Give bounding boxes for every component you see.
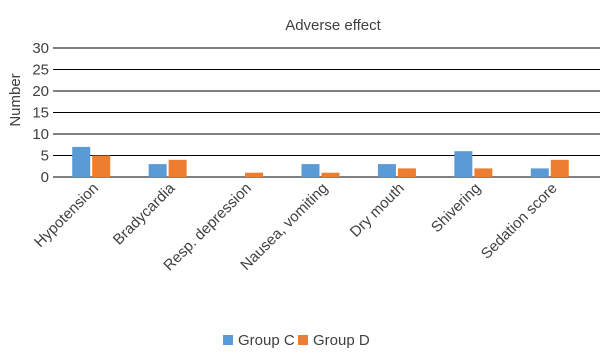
legend: Group C Group D <box>223 332 370 349</box>
bars <box>72 146 569 177</box>
bar-group-d <box>474 168 493 177</box>
y-tick-labels: 0 5 10 15 20 25 30 <box>32 40 49 186</box>
x-tick-label: Hypotension <box>31 180 102 251</box>
y-tick-label: 10 <box>32 126 49 143</box>
bar-group-c <box>377 164 396 177</box>
bar-group-c <box>530 168 549 177</box>
bar-group-d <box>321 172 340 177</box>
y-tick-label: 5 <box>41 148 49 165</box>
bar-group-d <box>92 155 111 177</box>
x-tick-label: Shivering <box>428 180 484 236</box>
y-tick-label: 30 <box>32 40 49 57</box>
bar-group-d <box>550 159 569 177</box>
x-tick-label: Sedation score <box>478 180 561 263</box>
legend-label: Group C <box>238 332 295 349</box>
x-tick-label: Bradycardia <box>110 179 179 248</box>
bar-group-c <box>301 164 320 177</box>
bar-group-c <box>454 151 473 177</box>
bar-group-d <box>397 168 416 177</box>
y-tick-label: 0 <box>41 169 49 186</box>
gridlines <box>53 47 600 178</box>
y-axis-label: Number <box>7 73 24 126</box>
bar-group-c <box>148 164 167 177</box>
y-tick-label: 25 <box>32 62 49 79</box>
legend-swatch <box>223 335 233 345</box>
bar-group-d <box>245 172 264 177</box>
chart-title: Adverse effect <box>285 17 381 34</box>
y-tick-label: 15 <box>32 105 49 122</box>
x-tick-label: Dry mouth <box>347 180 408 241</box>
legend-swatch <box>298 335 308 345</box>
legend-label: Group D <box>313 332 370 349</box>
y-tick-label: 20 <box>32 83 49 100</box>
bar-group-d <box>168 159 187 177</box>
bar-group-c <box>72 146 91 177</box>
